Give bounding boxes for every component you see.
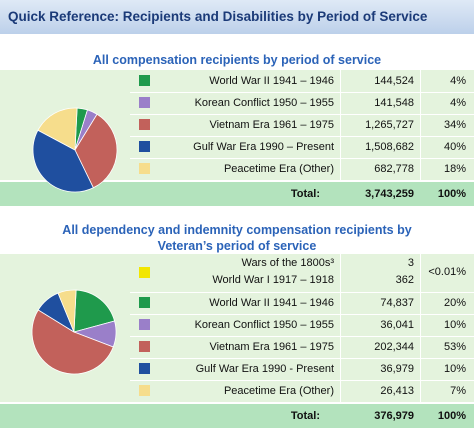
row-label: Korean Conflict 1950 – 1955 [194, 97, 334, 109]
row-count: 1,265,727 [365, 119, 414, 131]
row-count: 1,508,682 [365, 141, 414, 153]
row-percent: 40% [443, 141, 466, 153]
row-count: 36,979 [380, 363, 414, 375]
row-label: Korean Conflict 1950 – 1955 [194, 319, 334, 331]
row-percent: 53% [443, 341, 466, 353]
row-percent: <0.01% [428, 266, 466, 278]
swatch [139, 341, 150, 352]
row-label: Gulf War Era 1990 - Present [195, 363, 334, 375]
col-divider [420, 254, 421, 402]
section-title: All compensation recipients by period of… [92, 53, 382, 67]
row-count: 362 [395, 274, 414, 286]
total-percent: 100% [437, 188, 466, 200]
swatch [139, 363, 150, 374]
row-divider [130, 292, 474, 293]
row-percent: 10% [443, 363, 466, 375]
row-divider [130, 380, 474, 381]
row-count: 144,524 [374, 75, 414, 87]
row-divider [130, 136, 474, 137]
total-percent: 100% [437, 410, 466, 422]
row-divider [130, 92, 474, 93]
swatch [139, 97, 150, 108]
row-divider [130, 114, 474, 115]
row-label: Vietnam Era 1961 – 1975 [209, 341, 334, 353]
col-divider [340, 70, 341, 180]
row-percent: 10% [443, 319, 466, 331]
total-count: 3,743,259 [365, 188, 414, 200]
row-count: 202,344 [374, 341, 414, 353]
swatch [139, 267, 150, 278]
row-label: World War II 1941 – 1946 [209, 297, 334, 309]
total-row [0, 404, 474, 428]
row-count: 26,413 [380, 385, 414, 397]
row-count: 682,778 [374, 163, 414, 175]
row-percent: 4% [450, 75, 466, 87]
row-label: Vietnam Era 1961 – 1975 [209, 119, 334, 131]
row-percent: 34% [443, 119, 466, 131]
total-label: Total: [290, 410, 320, 422]
row-count: 74,837 [380, 297, 414, 309]
row-label: Gulf War Era 1990 – Present [193, 141, 334, 153]
row-divider [130, 336, 474, 337]
swatch [139, 297, 150, 308]
swatch [139, 119, 150, 130]
row-label: World War I 1917 – 1918 [212, 274, 334, 286]
row-count: 36,041 [380, 319, 414, 331]
row-label: Peacetime Era (Other) [223, 163, 334, 175]
swatch [139, 319, 150, 330]
row-count: 3 [407, 257, 414, 269]
row-divider [130, 314, 474, 315]
title-bar [0, 0, 474, 34]
swatch [139, 385, 150, 396]
row-label: World War II 1941 – 1946 [209, 75, 334, 87]
row-percent: 4% [450, 97, 466, 109]
row-percent: 20% [443, 297, 466, 309]
total-label: Total: [290, 188, 320, 200]
row-divider [130, 358, 474, 359]
row-label: Peacetime Era (Other) [223, 385, 334, 397]
col-divider [420, 70, 421, 180]
page-title: Quick Reference: Recipients and Disabili… [8, 9, 428, 24]
row-count: 141,548 [374, 97, 414, 109]
row-divider [130, 158, 474, 159]
total-count: 376,979 [374, 410, 414, 422]
swatch [139, 141, 150, 152]
section-title: All dependency and indemnity compensatio… [62, 223, 412, 253]
swatch [139, 163, 150, 174]
row-percent: 18% [443, 163, 466, 175]
row-label: Wars of the 1800s³ [241, 257, 334, 269]
col-divider [340, 254, 341, 402]
row-percent: 7% [450, 385, 466, 397]
swatch [139, 75, 150, 86]
